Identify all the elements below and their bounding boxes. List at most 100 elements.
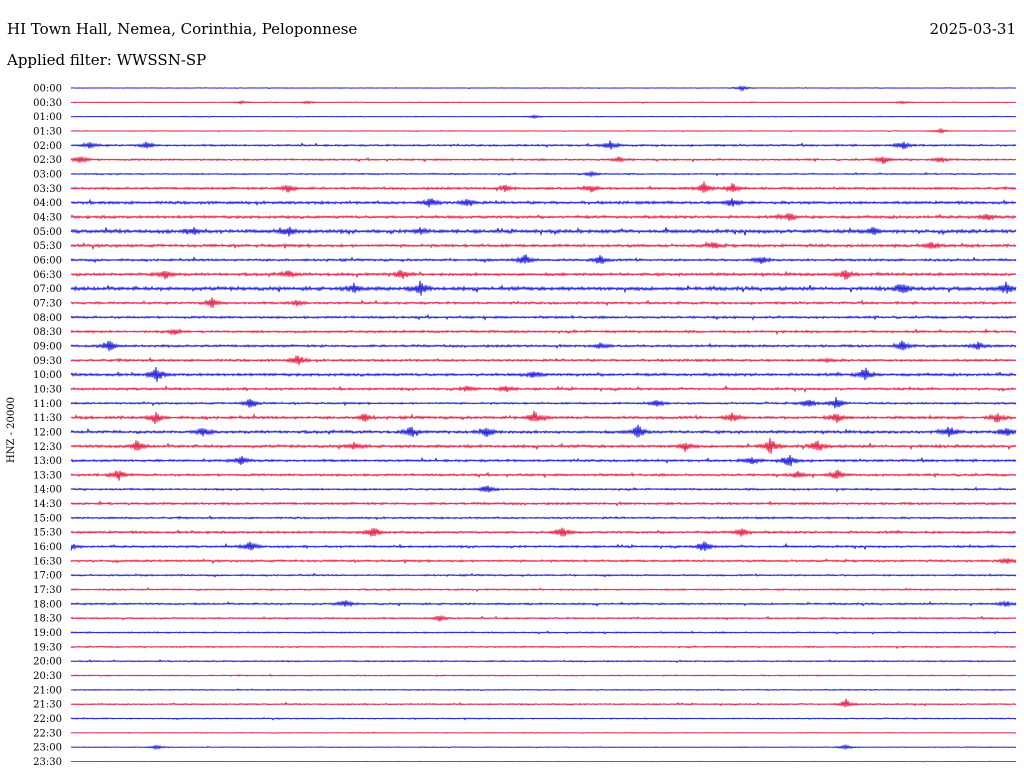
trace-line bbox=[70, 485, 1017, 493]
trace-line bbox=[70, 698, 1017, 708]
trace-line bbox=[70, 99, 1017, 106]
trace-line bbox=[70, 170, 1017, 178]
time-label: 20:30 bbox=[33, 671, 62, 682]
time-label: 23:00 bbox=[33, 743, 62, 754]
trace-line bbox=[70, 658, 1017, 664]
time-label: 01:00 bbox=[33, 112, 62, 123]
time-label: 16:30 bbox=[33, 556, 62, 567]
trace-line bbox=[70, 572, 1017, 578]
trace-line bbox=[70, 198, 1017, 208]
trace-line bbox=[70, 515, 1017, 521]
trace-line bbox=[70, 541, 1017, 552]
time-label: 00:30 bbox=[33, 98, 62, 109]
time-label: 17:00 bbox=[33, 571, 62, 582]
trace-line bbox=[70, 437, 1017, 454]
trace-line bbox=[70, 527, 1017, 537]
time-label: 18:30 bbox=[33, 614, 62, 625]
time-label: 10:00 bbox=[33, 370, 62, 381]
time-label: 12:00 bbox=[33, 427, 62, 438]
time-label: 23:30 bbox=[33, 757, 62, 768]
trace-line bbox=[70, 499, 1017, 507]
time-label: 03:00 bbox=[33, 169, 62, 180]
time-label: 02:30 bbox=[33, 155, 62, 166]
trace-line bbox=[70, 424, 1017, 438]
trace-line bbox=[70, 645, 1017, 650]
trace-line bbox=[70, 587, 1017, 593]
trace-line bbox=[70, 716, 1017, 721]
trace-line bbox=[70, 355, 1017, 366]
trace-line bbox=[70, 313, 1017, 321]
time-label: 20:00 bbox=[33, 657, 62, 668]
time-label: 09:00 bbox=[33, 341, 62, 352]
trace-line bbox=[70, 241, 1017, 251]
time-label: 08:30 bbox=[33, 327, 62, 338]
trace-line bbox=[70, 297, 1017, 309]
trace-line bbox=[70, 455, 1017, 467]
time-label: 14:30 bbox=[33, 499, 62, 510]
trace-line bbox=[70, 114, 1017, 120]
time-label: 21:30 bbox=[33, 700, 62, 711]
time-label: 07:00 bbox=[33, 284, 62, 295]
time-label: 19:00 bbox=[33, 628, 62, 639]
time-label: 11:00 bbox=[33, 399, 62, 410]
time-label: 06:30 bbox=[33, 270, 62, 281]
time-label: 18:00 bbox=[33, 599, 62, 610]
trace-line bbox=[70, 630, 1017, 635]
time-label: 15:30 bbox=[33, 528, 62, 539]
trace-line bbox=[70, 254, 1017, 265]
time-label: 09:30 bbox=[33, 356, 62, 367]
trace-line bbox=[70, 614, 1017, 622]
trace-line bbox=[70, 84, 1017, 93]
time-label: 04:30 bbox=[33, 212, 62, 223]
time-label: 17:30 bbox=[33, 585, 62, 596]
trace-line bbox=[70, 469, 1017, 481]
trace-line bbox=[70, 760, 1017, 763]
trace-line bbox=[70, 743, 1017, 751]
trace-line bbox=[70, 731, 1017, 735]
time-label: 06:00 bbox=[33, 255, 62, 266]
trace-line bbox=[70, 140, 1017, 150]
trace-line bbox=[70, 384, 1017, 394]
trace-line bbox=[70, 688, 1017, 692]
time-label: 13:00 bbox=[33, 456, 62, 467]
trace-line bbox=[70, 600, 1017, 608]
time-label: 02:00 bbox=[33, 141, 62, 152]
time-label: 05:00 bbox=[33, 227, 62, 238]
trace-line bbox=[70, 280, 1017, 296]
trace-line bbox=[70, 410, 1017, 425]
time-label: 00:00 bbox=[33, 84, 62, 95]
trace-line bbox=[70, 181, 1017, 193]
time-label: 14:00 bbox=[33, 485, 62, 496]
time-label: 15:00 bbox=[33, 513, 62, 524]
trace-line bbox=[70, 226, 1017, 237]
trace-line bbox=[70, 156, 1017, 165]
trace-line bbox=[70, 269, 1017, 280]
time-label: 16:00 bbox=[33, 542, 62, 553]
time-label: 07:30 bbox=[33, 298, 62, 309]
time-label: 04:00 bbox=[33, 198, 62, 209]
time-label: 10:30 bbox=[33, 384, 62, 395]
record-date: 2025-03-31 bbox=[929, 20, 1016, 38]
trace-line bbox=[70, 327, 1017, 336]
time-label: 22:00 bbox=[33, 714, 62, 725]
time-label: 01:30 bbox=[33, 126, 62, 137]
filter-label: Applied filter: WWSSN-SP bbox=[7, 51, 207, 69]
time-label: 08:00 bbox=[33, 313, 62, 324]
time-label: 22:30 bbox=[33, 728, 62, 739]
time-label: 05:30 bbox=[33, 241, 62, 252]
station-title: HI Town Hall, Nemea, Corinthia, Peloponn… bbox=[7, 20, 358, 38]
trace-line bbox=[70, 366, 1017, 383]
trace-line bbox=[70, 557, 1017, 565]
time-label: 19:30 bbox=[33, 642, 62, 653]
trace-line bbox=[70, 340, 1017, 352]
time-label: 13:30 bbox=[33, 470, 62, 481]
time-label: 12:30 bbox=[33, 442, 62, 453]
trace-line bbox=[70, 212, 1017, 222]
time-label: 03:30 bbox=[33, 184, 62, 195]
trace-line bbox=[70, 127, 1017, 135]
trace-line bbox=[70, 673, 1017, 678]
time-label: 11:30 bbox=[33, 413, 62, 424]
trace-line bbox=[70, 397, 1017, 409]
time-label: 21:00 bbox=[33, 685, 62, 696]
